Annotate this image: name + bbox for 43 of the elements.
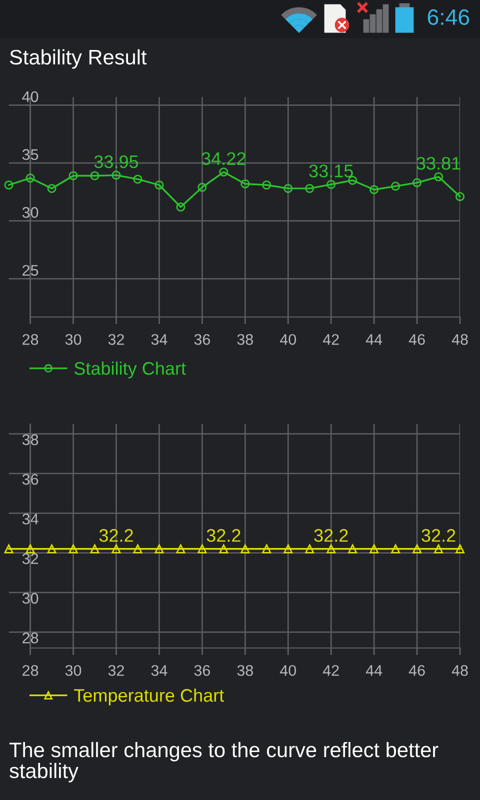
data-label: 33.95 [94, 155, 138, 168]
y-tick-label: 34 [22, 514, 38, 524]
x-tick-label: 36 [194, 334, 210, 345]
x-tick-label: 40 [280, 334, 296, 345]
x-tick-label: 36 [194, 665, 210, 676]
x-tick-label: 48 [452, 665, 468, 676]
x-tick-label: 38 [237, 665, 253, 676]
x-tick-label: 46 [408, 665, 425, 676]
data-label: 33.81 [416, 156, 460, 170]
x-tick-label: 42 [322, 665, 339, 676]
y-tick-label: 36 [22, 474, 38, 485]
data-label: 34.22 [202, 152, 246, 165]
y-tick-label: 25 [22, 264, 38, 276]
text: The smaller changes to the curve reflect better stability [9, 742, 438, 782]
legend-label: Temperature Chart [74, 688, 224, 706]
y-tick-label: 40 [22, 91, 38, 102]
y-tick-label: 38 [22, 434, 38, 446]
x-tick-label: 32 [108, 665, 124, 676]
x-tick-label: 48 [452, 334, 468, 345]
y-tick-label: 30 [22, 207, 38, 218]
data-label: 33.15 [309, 164, 353, 178]
x-tick-label: 46 [408, 334, 425, 345]
y-tick-label: 32 [22, 553, 38, 564]
x-tick-label: 44 [366, 334, 382, 345]
x-tick-label: 34 [151, 334, 168, 345]
x-tick-label: 42 [322, 334, 339, 345]
y-tick-label: 35 [22, 149, 38, 160]
data-label: 32.2 [99, 529, 133, 542]
x-tick-label: 38 [237, 334, 253, 345]
data-label: 32.2 [206, 529, 240, 542]
y-tick-label: 30 [22, 592, 38, 604]
chart-title: Stability Result [10, 49, 147, 69]
legend-label: Stability Chart [74, 362, 186, 378]
data-label: 32.2 [314, 529, 348, 542]
x-tick-label: 44 [366, 665, 382, 676]
x-tick-label: 30 [65, 665, 82, 676]
data-label: 32.2 [422, 529, 456, 542]
x-tick-label: 34 [151, 665, 168, 676]
x-tick-label: 32 [108, 334, 124, 345]
text: 6:46 [428, 9, 470, 25]
x-tick-label: 30 [65, 334, 82, 345]
y-tick-label: 28 [22, 632, 38, 644]
x-tick-label: 40 [280, 665, 296, 676]
